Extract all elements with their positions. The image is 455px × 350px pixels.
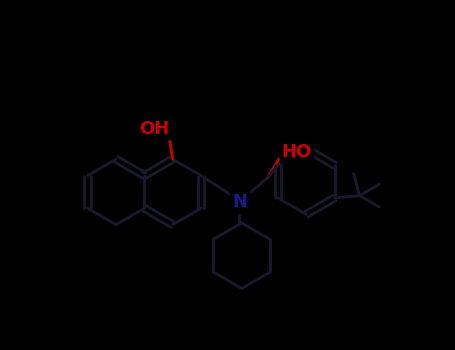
Text: N: N	[232, 193, 247, 211]
Text: HO: HO	[281, 143, 311, 161]
Text: OH: OH	[139, 120, 170, 138]
